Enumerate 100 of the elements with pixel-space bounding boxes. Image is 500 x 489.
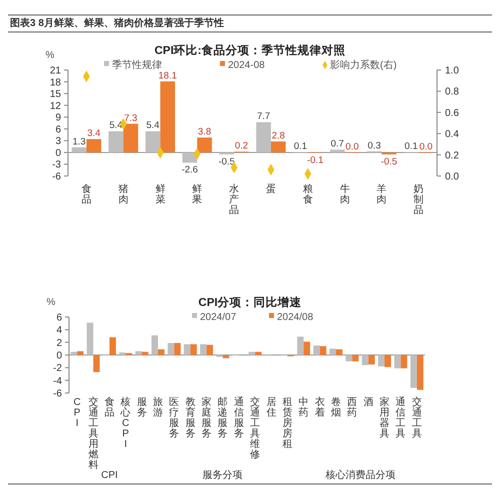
y2-tick-label: 0.8: [445, 86, 460, 98]
x-tick-label: 奶制品: [414, 184, 424, 216]
bar: [416, 355, 424, 390]
x-tick-label: 家用器具: [380, 396, 390, 440]
x-tick-label: 鲜菜: [155, 183, 166, 206]
legend-label: 2024/07: [200, 312, 237, 323]
bar: [222, 355, 230, 358]
y-tick-label: 15: [50, 89, 62, 100]
bar: [313, 346, 320, 355]
bar: [410, 355, 417, 388]
bar: [197, 138, 212, 152]
chart-title: 图表3 8月鲜菜、鲜果、猪肉价格显著强于季节性: [10, 17, 224, 29]
bar: [384, 355, 392, 368]
x-tick-label: 交通工具: [412, 396, 422, 440]
bar: [135, 351, 142, 355]
data-label: 1.3: [72, 136, 86, 148]
x-tick-label: 医疗服务: [169, 397, 180, 440]
text: 核心消费品分项: [324, 469, 396, 481]
y-tick-label: -4: [53, 376, 62, 387]
bar: [168, 342, 174, 355]
bar: [93, 355, 100, 372]
data-label: -0.1: [307, 154, 324, 166]
bar: [119, 352, 126, 355]
x-tick-label: 居住: [266, 397, 276, 418]
legend-label: 2024-08: [228, 60, 266, 71]
bar: [152, 335, 158, 355]
x-tick-label: 水产品: [229, 183, 240, 216]
bar: [378, 355, 385, 366]
legend-label: 2024/08: [277, 312, 314, 323]
text: CPI: [101, 470, 118, 481]
x-tick-label: 租赁房房租: [282, 397, 292, 450]
bar: [200, 344, 207, 355]
y-tick-label: 0: [55, 148, 62, 159]
x-tick-label: 中药: [298, 396, 309, 418]
bar: [400, 355, 408, 368]
x-tick-label: 猪肉: [118, 183, 128, 206]
x-tick-label: 通信工具: [396, 396, 406, 440]
x-tick-label: 蛋: [266, 183, 276, 195]
bar: [336, 349, 342, 355]
y-tick-label: 0: [56, 350, 62, 362]
x-tick-label: 服务: [136, 397, 147, 418]
text: 服务分项: [202, 469, 243, 481]
y-tick-label: 6: [55, 124, 62, 136]
x-tick-label: 旅游: [153, 396, 163, 418]
y2-tick-label: 0.6: [445, 108, 460, 119]
y-tick-label: 18: [50, 77, 62, 88]
bar: [248, 352, 256, 355]
y-tick-label: -2: [53, 363, 62, 374]
bar: [190, 344, 197, 355]
y-tick-label: -6: [53, 388, 62, 400]
y-tick-label: 6: [56, 312, 62, 324]
data-label: 0.1: [404, 141, 418, 152]
y-axis-title: %: [46, 50, 55, 61]
bar: [86, 139, 102, 152]
bar: [304, 342, 310, 355]
x-tick-label: 核心CPI: [120, 396, 131, 450]
data-label: -2.6: [182, 164, 198, 176]
bar: [256, 122, 271, 152]
bar: [158, 349, 164, 355]
x-tick-label: 羊肉: [376, 183, 387, 206]
y-tick-label: 4: [56, 325, 62, 336]
legend-label: 季节性规律: [112, 59, 162, 71]
y-tick-label: 21: [50, 66, 62, 76]
bar: [86, 322, 94, 355]
bar: [184, 344, 190, 355]
bar: [255, 352, 262, 355]
bar: [206, 344, 214, 355]
y2-tick-label: 0.0: [445, 172, 460, 182]
x-tick-label: 衣着: [314, 396, 325, 418]
bar: [160, 81, 176, 152]
data-label: 3.4: [87, 128, 100, 140]
data-label: 0.0: [419, 141, 433, 152]
x-tick-label: 卷烟: [331, 396, 341, 418]
x-tick-label: 食品: [81, 183, 92, 206]
bar: [77, 351, 84, 355]
data-label: 0.7: [330, 138, 344, 150]
x-tick-label: 鲜果: [192, 183, 202, 206]
bar: [330, 150, 345, 152]
data-label: 0.0: [346, 141, 359, 152]
data-label: 5.4: [146, 120, 160, 132]
data-label: 18.1: [158, 70, 177, 82]
chart-title: CPI分项：同比增速: [198, 295, 302, 309]
bar: [123, 124, 138, 152]
y2-tick-label: 0.2: [445, 150, 460, 162]
data-label: -0.5: [380, 156, 398, 168]
legend-label: 影响力系数(右): [330, 59, 397, 71]
x-tick-label: 家庭服务: [202, 396, 212, 440]
bar: [297, 336, 304, 355]
y2-tick-label: 0.4: [445, 129, 460, 140]
x-tick-label: 酒: [363, 396, 374, 408]
data-label: 2.8: [272, 130, 285, 142]
data-label: 7.7: [256, 111, 270, 122]
x-tick-label: CPI: [73, 397, 81, 429]
y-tick-label: 2: [56, 338, 62, 349]
bar: [270, 141, 286, 152]
y-tick-label: -3: [52, 160, 62, 171]
bar: [108, 131, 124, 152]
y2-tick-label: 1.0: [445, 66, 460, 76]
y-tick-label: 3: [55, 136, 62, 148]
y-axis-title: %: [46, 297, 56, 308]
